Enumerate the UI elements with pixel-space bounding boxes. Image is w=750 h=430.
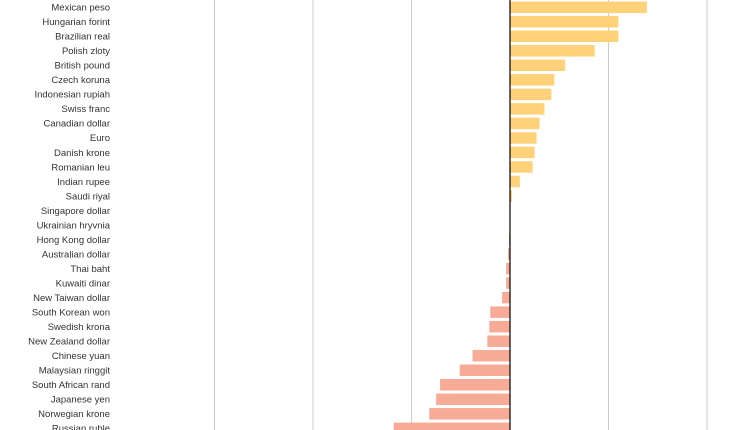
category-label-1: Hungarian forint xyxy=(42,17,110,28)
bar-22 xyxy=(489,320,510,333)
bar-23 xyxy=(487,335,510,347)
bar-9 xyxy=(510,132,537,144)
bar-5 xyxy=(510,74,555,86)
category-label-24: Chinese yuan xyxy=(52,351,110,362)
bars xyxy=(393,1,647,430)
category-label-17: Australian dollar xyxy=(42,249,110,260)
bar-3 xyxy=(510,45,595,57)
category-labels: Mexican peso Hungarian forint Brazilian re… xyxy=(28,3,111,430)
category-label-28: Norwegian krone xyxy=(38,409,110,420)
category-label-0: Mexican peso xyxy=(51,3,110,14)
gridlines xyxy=(214,0,708,430)
category-label-14: Singapore dollar xyxy=(41,206,110,217)
category-label-16: Hong Kong dollar xyxy=(37,235,110,246)
category-label-23: New Zealand dollar xyxy=(28,337,110,348)
bar-13 xyxy=(510,190,512,202)
category-label-18: Thai baht xyxy=(70,264,110,275)
category-label-20: New Taiwan dollar xyxy=(33,293,110,304)
category-label-6: Indonesian rupiah xyxy=(34,90,110,101)
bar-28 xyxy=(429,408,510,420)
category-label-11: Romanian leu xyxy=(51,162,110,173)
bar-12 xyxy=(510,175,520,188)
category-label-25: Malaysian ringgit xyxy=(39,366,111,377)
bar-0 xyxy=(510,1,647,13)
bar-6 xyxy=(510,88,552,101)
bar-21 xyxy=(490,306,510,318)
bar-11 xyxy=(510,161,533,173)
category-label-15: Ukrainian hryvnia xyxy=(37,220,111,231)
category-label-29: Russian ruble xyxy=(52,424,110,430)
category-label-13: Saudi riyal xyxy=(66,191,110,202)
bar-20 xyxy=(502,291,510,304)
bar-29 xyxy=(393,422,510,430)
category-label-9: Euro xyxy=(90,133,110,144)
bar-2 xyxy=(510,30,619,43)
category-label-3: Polish zloty xyxy=(62,46,110,57)
category-label-7: Swiss franc xyxy=(61,104,110,115)
bar-8 xyxy=(510,117,540,130)
bar-19 xyxy=(506,277,510,289)
bar-18 xyxy=(506,262,510,275)
category-label-10: Danish krone xyxy=(54,148,110,159)
category-label-26: South African rand xyxy=(32,380,110,391)
bar-24 xyxy=(472,349,510,362)
bar-27 xyxy=(436,393,510,406)
bar-4 xyxy=(510,59,566,72)
category-label-5: Czech koruna xyxy=(51,75,110,86)
bar-25 xyxy=(459,364,510,376)
category-label-12: Indian rupee xyxy=(57,177,110,188)
category-label-27: Japanese yen xyxy=(51,395,110,406)
category-label-2: Brazilian real xyxy=(55,32,110,43)
category-label-4: British pound xyxy=(55,61,110,72)
category-label-19: Kuwaiti dinar xyxy=(56,278,110,289)
category-label-21: South Korean won xyxy=(32,307,110,318)
bar-7 xyxy=(510,103,545,115)
category-label-22: Swedish krona xyxy=(48,322,111,333)
bar-1 xyxy=(510,16,619,28)
bar-26 xyxy=(440,379,510,391)
bar-10 xyxy=(510,146,535,159)
category-label-8: Canadian dollar xyxy=(43,119,110,130)
bar-17 xyxy=(508,248,510,260)
